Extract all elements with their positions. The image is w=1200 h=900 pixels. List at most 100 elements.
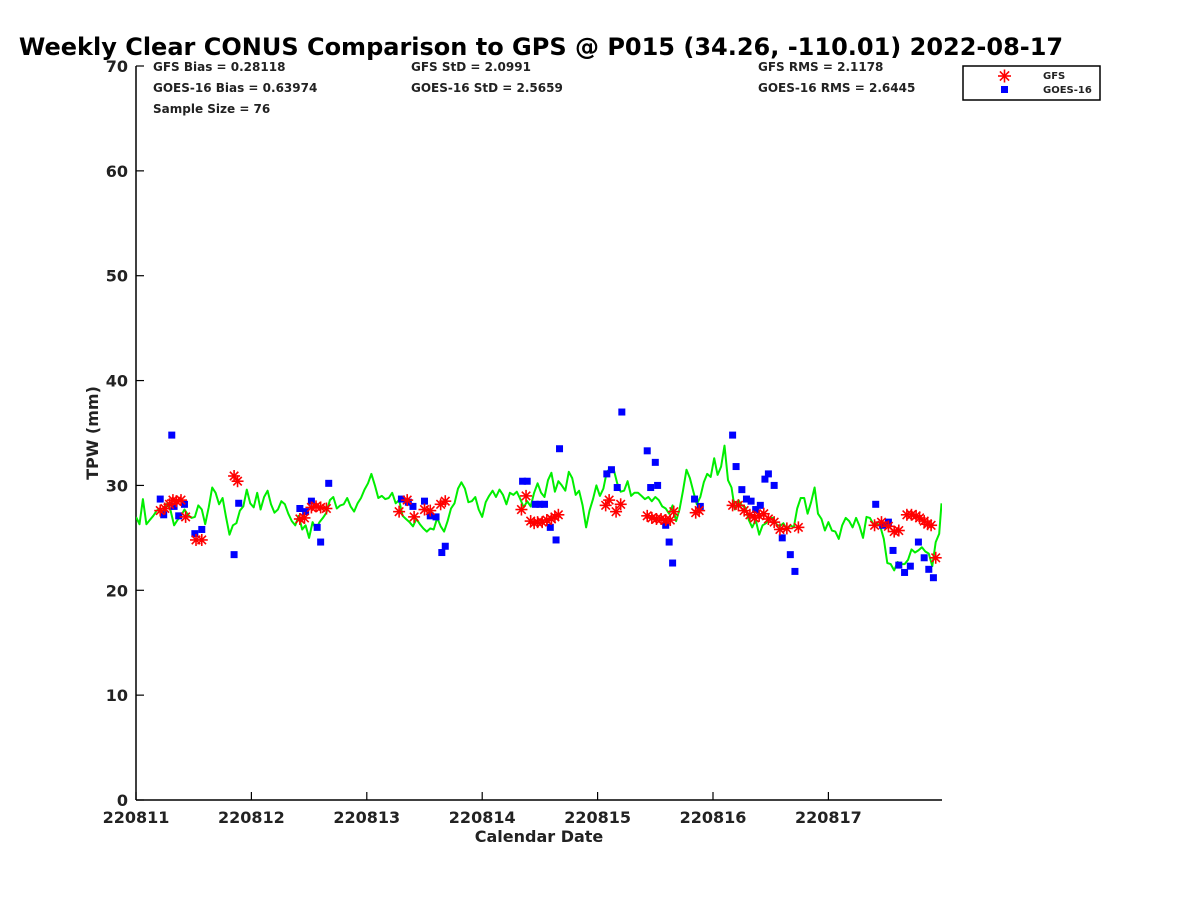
goes-point — [691, 495, 699, 503]
goes-point — [742, 495, 750, 503]
goes-point — [770, 481, 778, 489]
stat-gfs-bias: GFS Bias = 0.28118 — [153, 60, 285, 74]
goes-point — [541, 500, 549, 508]
goes-point — [441, 542, 449, 550]
gfs-point — [320, 502, 333, 515]
y-tick-label: 0 — [117, 791, 128, 810]
goes-point — [889, 546, 897, 554]
legend-gfs-asterisk — [998, 69, 1011, 83]
goes-point — [230, 551, 238, 559]
gfs-point — [552, 508, 565, 521]
gfs-point — [515, 503, 528, 516]
chart-title: Weekly Clear CONUS Comparison to GPS @ P… — [19, 33, 1063, 61]
gfs-point — [768, 516, 781, 529]
goes-point — [235, 499, 243, 507]
x-tick-label: 220816 — [680, 808, 747, 827]
gfs-point — [780, 522, 793, 535]
y-tick-label: 40 — [106, 372, 128, 391]
gfs-point — [645, 511, 658, 524]
goes-point — [901, 568, 909, 576]
goes-point — [669, 559, 677, 567]
goes-point — [925, 565, 933, 573]
goes-point — [307, 497, 315, 505]
goes-point — [613, 484, 621, 492]
goes-point — [929, 574, 937, 582]
gfs-point — [520, 489, 533, 502]
series-gps-line — [136, 444, 942, 572]
goes-point — [729, 431, 737, 439]
stat-goes-rms: GOES-16 RMS = 2.6445 — [758, 81, 915, 95]
goes-point — [603, 470, 611, 478]
goes-point — [302, 508, 310, 516]
goes-point — [647, 484, 655, 492]
gfs-point — [929, 551, 942, 564]
goes-point — [786, 551, 794, 559]
goes-point — [914, 538, 922, 546]
stats-annotations: GFS Bias = 0.28118 GOES-16 Bias = 0.6397… — [153, 60, 915, 116]
goes-point — [643, 447, 651, 455]
gfs-point — [195, 533, 208, 546]
stat-gfs-rms: GFS RMS = 2.1178 — [758, 60, 883, 74]
goes-point — [409, 502, 417, 510]
x-axis-label: Calendar Date — [475, 827, 604, 846]
goes-point — [651, 458, 659, 466]
gfs-point — [693, 504, 706, 517]
goes-point — [397, 495, 405, 503]
goes-point — [432, 513, 440, 521]
gfs-point — [298, 511, 311, 524]
goes-point — [756, 501, 764, 509]
goes-point — [872, 500, 880, 508]
goes-point — [732, 463, 740, 471]
legend-gfs-marker — [998, 69, 1011, 83]
stat-goes-std: GOES-16 StD = 2.5659 — [411, 81, 563, 95]
y-tick-label: 20 — [106, 581, 128, 600]
goes-point — [313, 523, 321, 531]
gfs-point — [418, 503, 431, 516]
goes-point — [296, 504, 304, 512]
goes-point — [607, 466, 615, 474]
gfs-point — [603, 494, 616, 507]
gfs-point — [667, 505, 680, 518]
gfs-point — [424, 504, 437, 517]
goes-point — [764, 470, 772, 478]
goes-point — [317, 538, 325, 546]
x-tick-label: 220811 — [103, 808, 170, 827]
goes-point — [665, 538, 673, 546]
gfs-point — [875, 516, 888, 529]
gfs-point — [175, 494, 188, 507]
stat-goes-bias: GOES-16 Bias = 0.63974 — [153, 81, 317, 95]
legend-goes-label: GOES-16 — [1043, 85, 1092, 96]
goes-point — [778, 534, 786, 542]
axes: 0 10 20 30 40 50 60 70 220811 220812 220813 220814 2… — [103, 57, 942, 827]
gfs-point — [401, 494, 414, 507]
legend-box — [962, 65, 1101, 101]
gfs-point — [439, 495, 452, 508]
gfs-point — [179, 510, 192, 523]
goes-point — [523, 477, 531, 485]
goes-point — [519, 477, 527, 485]
gfs-point — [610, 505, 623, 518]
x-tick-label: 220815 — [564, 808, 631, 827]
goes-point — [752, 506, 760, 514]
goes-point — [654, 481, 662, 489]
goes-point — [791, 567, 799, 575]
goes-point — [895, 561, 903, 569]
y-tick-label: 10 — [106, 686, 128, 705]
goes-point — [198, 525, 206, 533]
goes-point — [738, 486, 746, 494]
goes-point — [556, 445, 564, 453]
goes-point — [175, 512, 183, 520]
y-axis-label: TPW (mm) — [83, 386, 102, 480]
goes-point — [906, 562, 914, 570]
goes-point — [191, 530, 199, 538]
gfs-point — [925, 519, 938, 532]
goes-point — [920, 554, 928, 562]
y-tick-label: 60 — [106, 162, 128, 181]
gfs-point — [748, 511, 761, 524]
stat-sample-size: Sample Size = 76 — [153, 102, 270, 116]
x-tick-label: 220817 — [795, 808, 862, 827]
goes-point — [761, 475, 769, 483]
y-tick-label: 70 — [106, 57, 128, 76]
x-tick-label: 220814 — [449, 808, 516, 827]
y-tick-label: 30 — [106, 476, 128, 495]
